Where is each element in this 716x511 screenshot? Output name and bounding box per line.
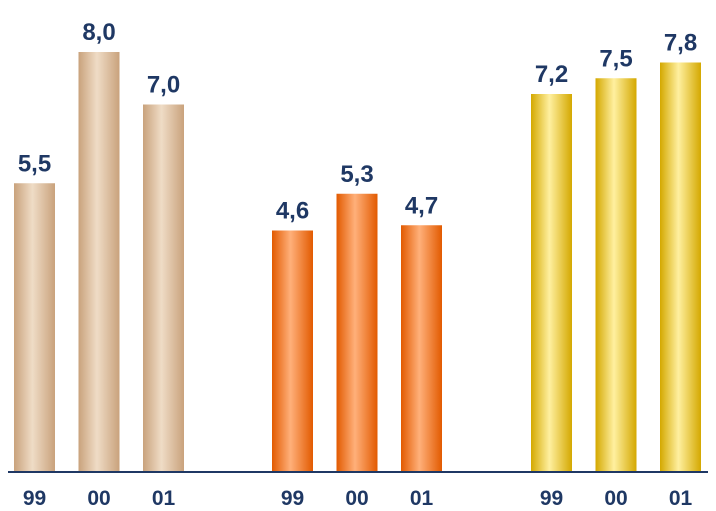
value-labels-layer: 5,5 8,0 7,0 4,6 5,3 4,7 7,2 7,5 7,8 xyxy=(18,19,697,225)
bar-g1-00 xyxy=(78,52,120,472)
bar-g3-99 xyxy=(531,94,572,472)
value-label-g2-99: 4,6 xyxy=(276,198,309,225)
tick-label-g2-01: 01 xyxy=(410,487,434,510)
value-label-g2-00: 5,3 xyxy=(340,161,373,188)
value-label-g1-99: 5,5 xyxy=(18,150,51,177)
value-label-g2-01: 4,7 xyxy=(405,192,438,219)
x-tick-labels-layer: 99 00 01 99 00 01 99 00 01 xyxy=(23,487,693,510)
bar-g3-00 xyxy=(595,78,637,472)
bars-layer xyxy=(14,52,701,472)
tick-label-g2-00: 00 xyxy=(345,487,368,510)
tick-label-g3-00: 00 xyxy=(604,487,627,510)
bar-g1-99 xyxy=(14,183,55,472)
bar-g1-01 xyxy=(143,104,184,472)
bar-g2-99 xyxy=(272,230,313,472)
tick-label-g1-00: 00 xyxy=(87,487,110,510)
value-label-g1-00: 8,0 xyxy=(82,19,115,46)
value-label-g3-99: 7,2 xyxy=(535,61,568,88)
tick-label-g1-99: 99 xyxy=(23,487,46,510)
bar-g2-00 xyxy=(336,193,378,472)
value-label-g1-01: 7,0 xyxy=(147,72,180,99)
tick-label-g2-99: 99 xyxy=(281,487,304,510)
value-label-g3-00: 7,5 xyxy=(599,45,632,72)
tick-label-g1-01: 01 xyxy=(152,487,176,510)
tick-label-g3-01: 01 xyxy=(669,487,693,510)
bar-g2-01 xyxy=(401,225,442,472)
bar-g3-01 xyxy=(660,62,701,472)
tick-label-g3-99: 99 xyxy=(540,487,563,510)
value-label-g3-01: 7,8 xyxy=(664,30,697,57)
